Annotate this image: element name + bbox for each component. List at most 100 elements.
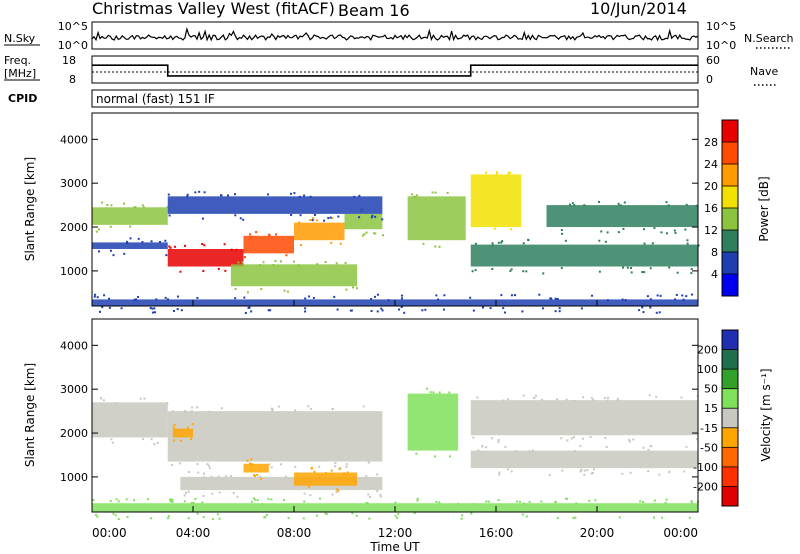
power-speckle: [303, 194, 306, 197]
power-colorbar-label: Power [dB]: [757, 176, 771, 241]
velocity-speckle: [94, 513, 97, 516]
velocity-speckle: [96, 515, 99, 518]
velocity-speckle: [685, 445, 688, 448]
power-speckle: [268, 233, 271, 236]
velocity-speckle: [565, 497, 568, 500]
colorbar-swatch: [722, 486, 738, 507]
velocity-speckle: [180, 439, 183, 442]
power-speckle: [690, 272, 693, 275]
velocity-speckle: [510, 470, 513, 473]
velocity-speckle: [331, 493, 334, 496]
velocity-speckle: [250, 500, 253, 503]
power-speckle: [173, 245, 176, 248]
velocity-y-axis: 4000 3000 2000 1000: [60, 339, 698, 484]
velocity-speckle: [268, 463, 271, 466]
velocity-speckle: [256, 473, 259, 476]
velocity-speckle: [575, 502, 578, 505]
power-speckle: [350, 309, 353, 312]
power-speckle: [507, 174, 510, 177]
velocity-speckle: [207, 464, 210, 467]
power-speckle: [438, 245, 441, 248]
velocity-ytick-label: 4000: [60, 339, 88, 352]
velocity-speckle: [310, 467, 313, 470]
power-speckle: [309, 195, 312, 198]
power-speckle: [381, 234, 384, 237]
power-speckle: [112, 254, 115, 257]
power-speckle: [267, 309, 270, 312]
velocity-speckle: [173, 423, 176, 426]
power-band: [243, 235, 294, 254]
velocity-speckle: [169, 498, 172, 501]
nave-label: Nave: [750, 65, 778, 78]
power-speckle: [497, 241, 500, 244]
power-speckle: [196, 296, 199, 299]
power-speckle: [583, 204, 586, 207]
velocity-speckle: [325, 513, 328, 516]
velocity-speckle: [616, 397, 619, 400]
power-speckle: [180, 309, 183, 312]
power-speckle: [176, 308, 179, 311]
power-speckle: [690, 267, 693, 270]
power-speckle: [269, 309, 272, 312]
velocity-speckle: [573, 400, 576, 403]
colorbar-swatch: [722, 388, 738, 409]
velocity-speckle: [294, 409, 297, 412]
velocity-speckle: [448, 391, 451, 394]
velocity-speckle: [592, 398, 595, 401]
velocity-speckle: [287, 516, 290, 519]
power-speckle: [538, 293, 541, 296]
power-speckle: [630, 271, 633, 274]
velocity-speckle: [589, 436, 592, 439]
velocity-speckle: [395, 517, 398, 520]
nsky-label: N.Sky: [4, 32, 36, 45]
velocity-speckle: [476, 396, 479, 399]
velocity-speckle: [183, 494, 186, 497]
power-speckle: [304, 307, 307, 310]
velocity-speckle: [368, 517, 371, 520]
colorbar-tick-label: 12: [704, 224, 718, 237]
power-speckle: [561, 232, 564, 235]
power-speckle: [172, 310, 175, 313]
power-speckle: [293, 260, 296, 263]
colorbar-frame: [721, 329, 739, 507]
power-speckle: [250, 235, 253, 238]
cpid-panel: [91, 89, 699, 108]
velocity-speckle: [650, 445, 653, 448]
colorbar-swatch: [722, 274, 738, 297]
power-speckle: [184, 244, 187, 247]
velocity-speckle: [498, 471, 501, 474]
velocity-speckle: [627, 438, 630, 441]
velocity-speckle: [267, 497, 270, 500]
velocity-speckle: [282, 499, 285, 502]
velocity-speckle: [166, 402, 169, 405]
power-speckle: [649, 267, 652, 270]
nsky-line: [91, 26, 699, 42]
power-speckle: [674, 231, 677, 234]
power-speckle: [401, 297, 404, 300]
power-speckle: [522, 270, 525, 273]
cpid-text: normal (fast) 151 IF: [96, 92, 215, 106]
power-speckle: [558, 310, 561, 313]
velocity-colorbar: 200 100 50 15 -15 -50 -100 -200: [693, 329, 739, 507]
velocity-speckle: [565, 398, 568, 401]
power-speckle: [109, 225, 112, 228]
freq-panel: [91, 55, 699, 84]
velocity-speckle: [605, 446, 608, 449]
power-speckle: [243, 296, 246, 299]
power-speckle: [403, 311, 406, 314]
power-speckle: [675, 293, 678, 296]
velocity-speckle: [339, 466, 342, 469]
velocity-speckle: [196, 512, 199, 515]
power-speckle: [500, 241, 503, 244]
power-band: [92, 207, 168, 225]
power-band: [92, 242, 168, 249]
power-speckle: [103, 294, 106, 297]
velocity-speckle: [197, 471, 200, 474]
power-speckle: [298, 221, 301, 224]
velocity-speckle: [548, 473, 551, 476]
velocity-speckle: [202, 476, 205, 479]
velocity-speckle: [413, 512, 416, 515]
colorbar-swatch: [722, 230, 738, 253]
power-speckle: [358, 194, 361, 197]
velocity-speckle: [196, 462, 199, 465]
